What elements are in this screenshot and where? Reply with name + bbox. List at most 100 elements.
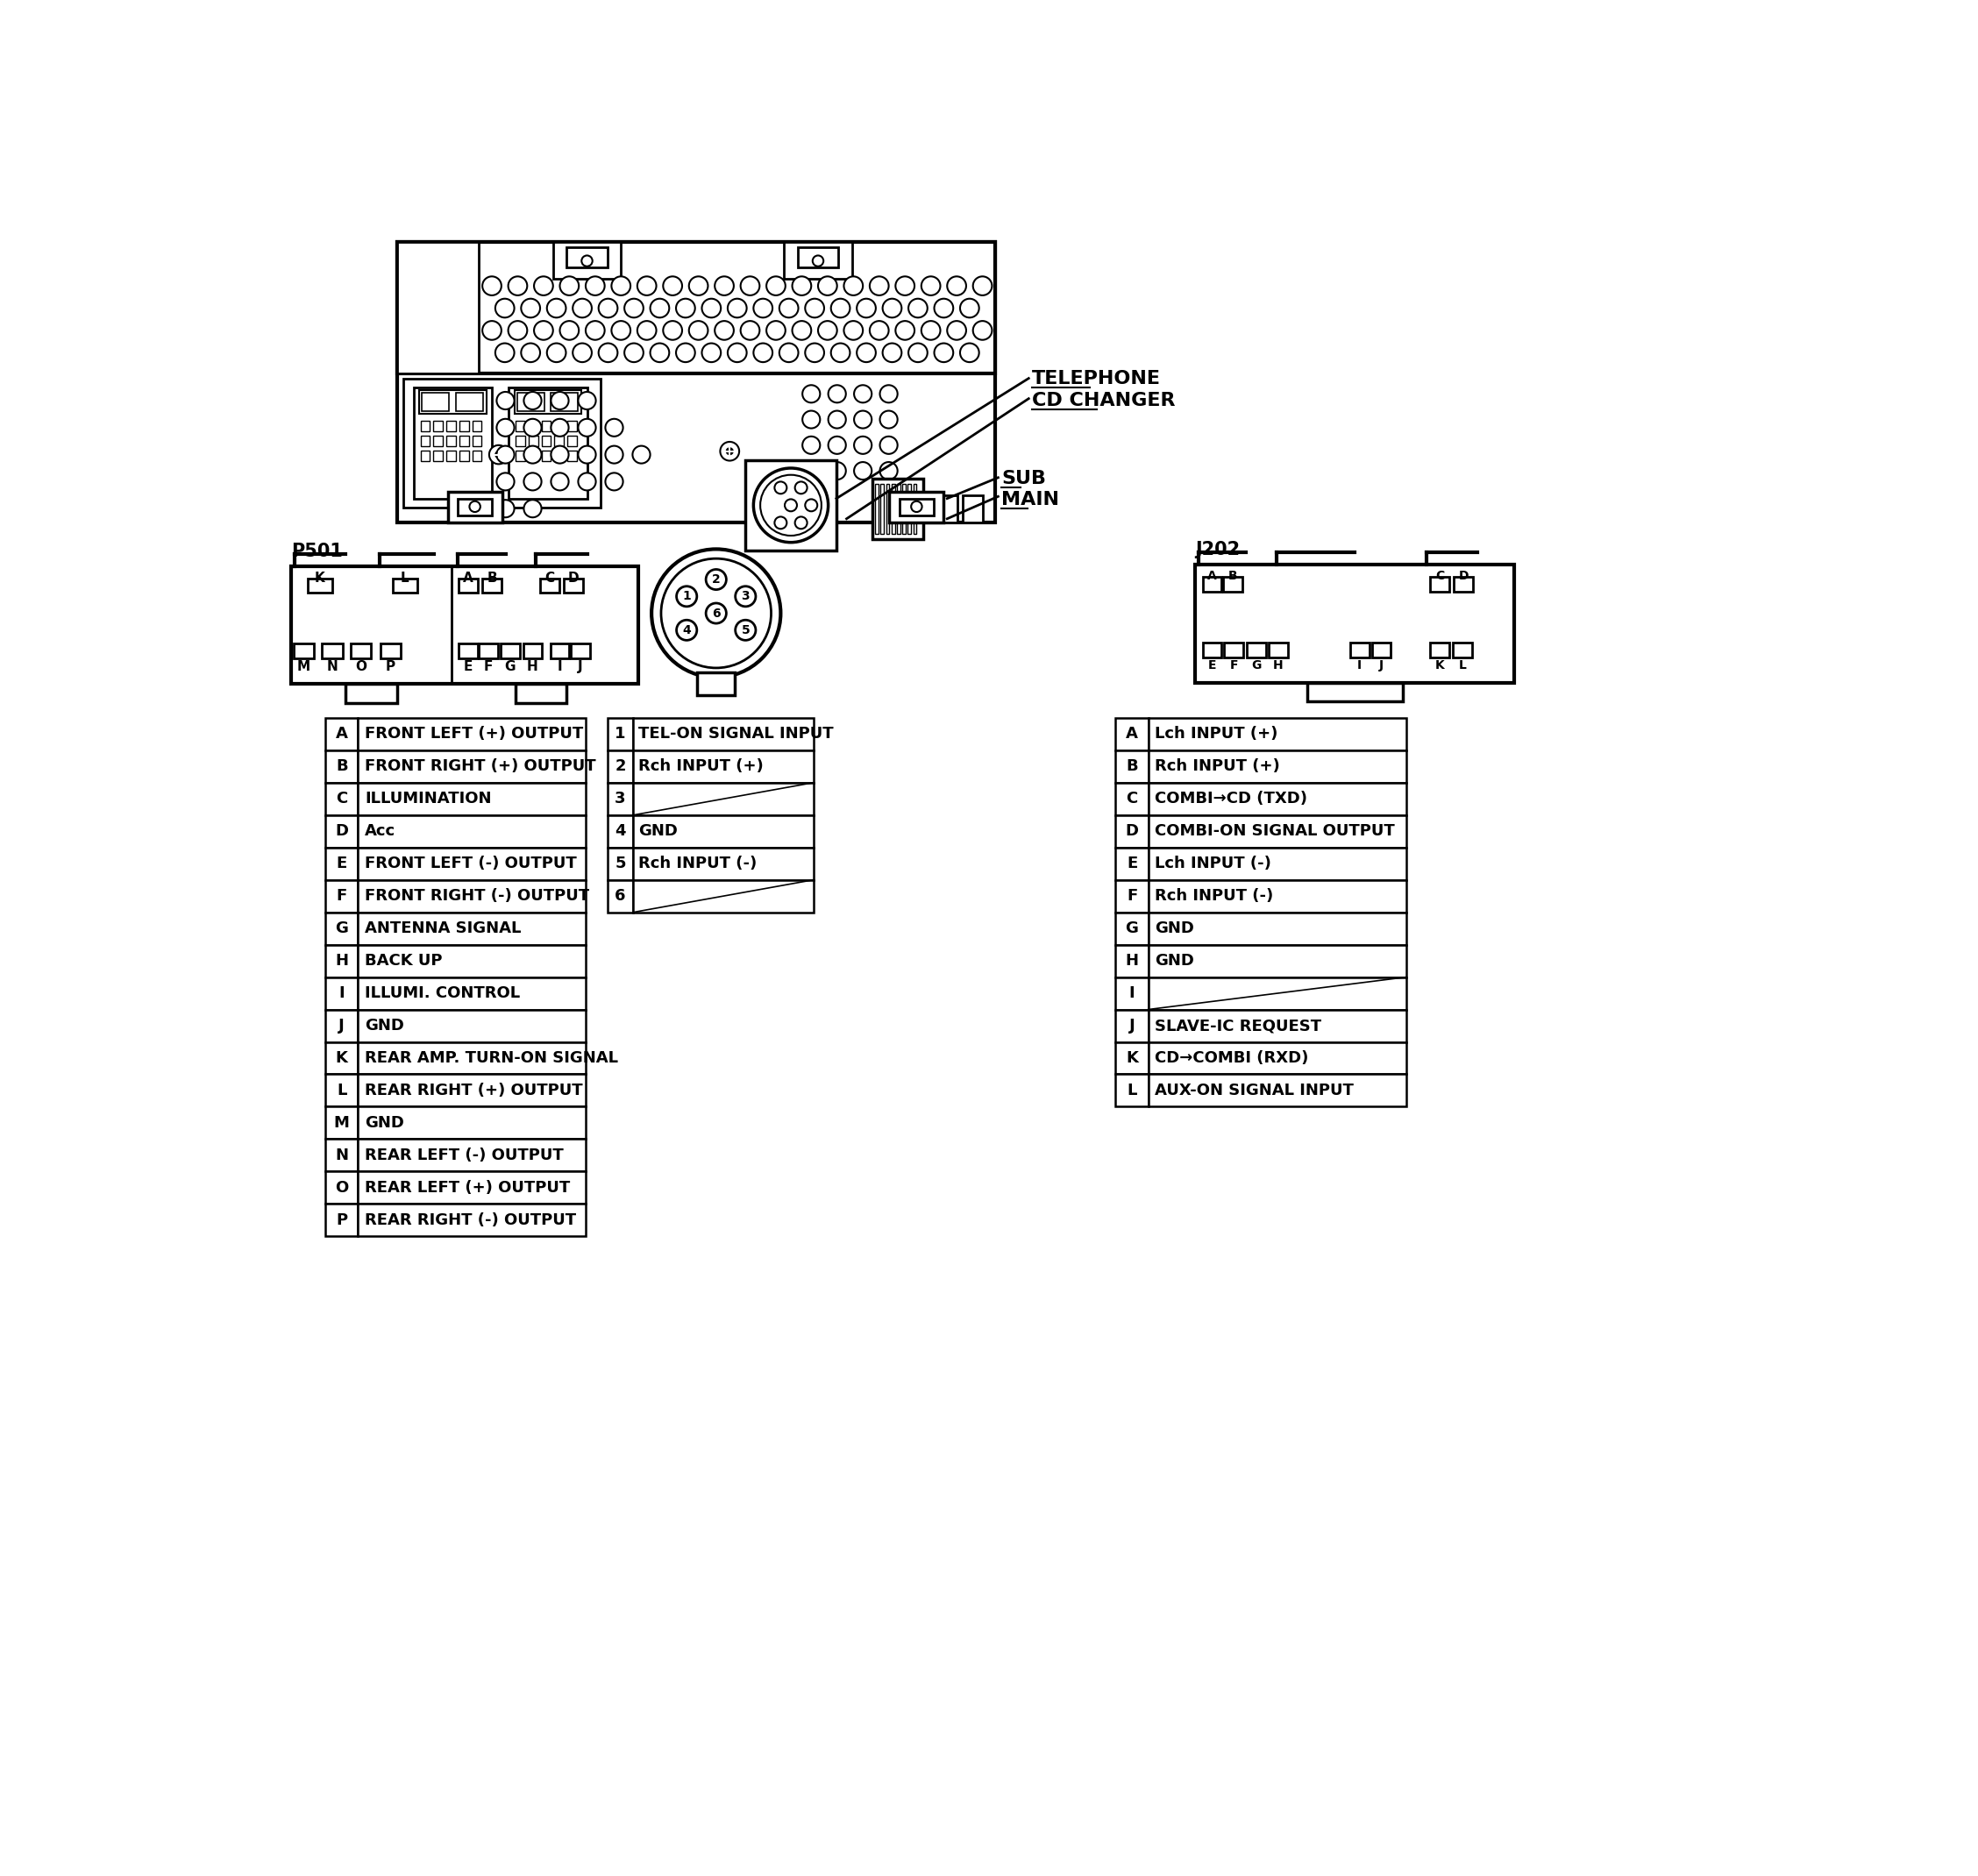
Circle shape [785, 499, 797, 512]
Bar [398, 242, 995, 373]
Text: H: H [1125, 953, 1139, 968]
Circle shape [578, 446, 595, 463]
Bar [1149, 1009, 1406, 1041]
Bar [1149, 1041, 1406, 1075]
Bar [554, 435, 564, 446]
Bar [938, 495, 957, 522]
Text: G: G [504, 660, 516, 673]
Bar [433, 435, 443, 446]
Bar [522, 643, 542, 658]
Circle shape [829, 437, 847, 454]
Text: FRONT LEFT (-) OUTPUT: FRONT LEFT (-) OUTPUT [364, 855, 578, 872]
Circle shape [856, 298, 876, 317]
Bar [326, 1139, 358, 1171]
Bar [902, 484, 906, 533]
Text: F: F [1230, 658, 1238, 672]
Bar [607, 782, 633, 814]
Text: COMBI-ON SIGNAL OUTPUT: COMBI-ON SIGNAL OUTPUT [1155, 824, 1394, 839]
Bar [516, 392, 544, 411]
Circle shape [754, 298, 773, 317]
Bar [447, 450, 455, 461]
Circle shape [829, 385, 847, 403]
Bar [528, 450, 538, 461]
Text: COMBI→CD (TXD): COMBI→CD (TXD) [1155, 792, 1307, 807]
Circle shape [803, 437, 821, 454]
Bar [358, 1041, 585, 1075]
Circle shape [496, 473, 514, 490]
Text: 4: 4 [682, 625, 690, 636]
Circle shape [973, 276, 993, 295]
Text: 6: 6 [712, 608, 720, 619]
Text: TELEPHONE: TELEPHONE [1033, 370, 1161, 388]
Circle shape [637, 276, 657, 295]
Text: TEL-ON SIGNAL INPUT: TEL-ON SIGNAL INPUT [639, 726, 835, 743]
Text: B: B [1125, 758, 1137, 775]
Text: 3: 3 [615, 792, 625, 807]
Bar [568, 450, 578, 461]
Bar [1116, 977, 1149, 1009]
Circle shape [651, 298, 669, 317]
Text: K: K [336, 1051, 348, 1066]
Bar [1116, 1075, 1149, 1107]
Text: A: A [1207, 570, 1216, 582]
Circle shape [720, 441, 740, 461]
Text: F: F [485, 660, 493, 673]
Circle shape [625, 343, 643, 362]
Bar [633, 719, 813, 750]
Text: B: B [487, 572, 496, 585]
Bar [398, 242, 995, 522]
Text: B: B [336, 758, 348, 775]
Circle shape [552, 392, 568, 409]
Circle shape [469, 501, 481, 512]
Circle shape [880, 461, 898, 480]
Text: 3: 3 [742, 591, 750, 602]
Bar [326, 1041, 358, 1075]
Bar [633, 782, 813, 814]
Text: CD CHANGER: CD CHANGER [1033, 392, 1175, 409]
Circle shape [793, 321, 811, 340]
Text: L: L [1127, 1082, 1137, 1097]
Circle shape [496, 418, 514, 437]
Bar [473, 435, 483, 446]
Circle shape [552, 473, 568, 490]
Bar [568, 435, 578, 446]
Text: GND: GND [364, 1019, 404, 1034]
Text: M: M [297, 660, 311, 673]
Bar [358, 880, 585, 912]
Bar [1373, 642, 1391, 657]
Text: AUX-ON SIGNAL INPUT: AUX-ON SIGNAL INPUT [1155, 1082, 1355, 1097]
Text: FRONT RIGHT (+) OUTPUT: FRONT RIGHT (+) OUTPUT [364, 758, 595, 775]
Circle shape [676, 619, 696, 640]
Text: D: D [1458, 570, 1468, 582]
Circle shape [706, 602, 726, 623]
Circle shape [714, 321, 734, 340]
Circle shape [880, 437, 898, 454]
Text: ILLUMI. CONTROL: ILLUMI. CONTROL [364, 985, 520, 1002]
Circle shape [585, 276, 605, 295]
Circle shape [854, 411, 872, 428]
Bar [633, 750, 813, 782]
Circle shape [520, 343, 540, 362]
Text: Rch INPUT (+): Rch INPUT (+) [639, 758, 764, 775]
Bar [380, 643, 402, 658]
Bar [1224, 642, 1244, 657]
Circle shape [574, 343, 591, 362]
Circle shape [633, 446, 651, 463]
Text: D: D [568, 572, 580, 585]
Bar [1149, 946, 1406, 977]
Circle shape [574, 298, 591, 317]
Bar [872, 478, 924, 538]
Bar [514, 390, 582, 415]
Bar [421, 420, 429, 431]
Circle shape [880, 385, 898, 403]
Bar [459, 450, 469, 461]
Text: A: A [336, 726, 348, 743]
Bar [421, 450, 429, 461]
Text: 1: 1 [615, 726, 625, 743]
Bar [350, 643, 372, 658]
Bar [566, 248, 607, 268]
Text: L: L [336, 1082, 346, 1097]
Circle shape [494, 343, 514, 362]
Text: ANTENNA SIGNAL: ANTENNA SIGNAL [364, 921, 520, 936]
Bar [358, 1204, 585, 1236]
